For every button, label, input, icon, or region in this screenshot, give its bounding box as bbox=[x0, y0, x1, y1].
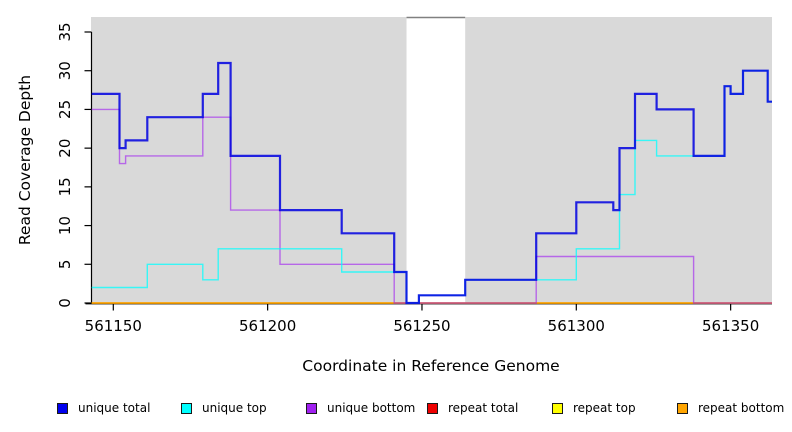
y-tick-label: 25 bbox=[56, 100, 74, 119]
series-unique-bottom bbox=[91, 108, 772, 304]
data-series bbox=[91, 61, 772, 305]
y-tick-label: 30 bbox=[56, 61, 74, 80]
x-tick-label: 561300 bbox=[548, 317, 605, 335]
y-tick-label: 15 bbox=[56, 177, 74, 196]
x-axis-title: Coordinate in Reference Genome bbox=[302, 357, 559, 375]
x-tick-label: 561250 bbox=[393, 317, 450, 335]
x-tick-label: 561200 bbox=[239, 317, 296, 335]
y-axis-title: Read Coverage Depth bbox=[16, 75, 34, 245]
series-unique-total bbox=[91, 61, 772, 305]
plot-background bbox=[91, 16, 772, 303]
x-tick-label: 561350 bbox=[702, 317, 759, 335]
y-tick-label: 0 bbox=[56, 298, 74, 308]
y-tick-label: 20 bbox=[56, 139, 74, 158]
masked-region-band bbox=[406, 16, 466, 303]
y-tick-label: 35 bbox=[56, 22, 74, 41]
y-tick-label: 10 bbox=[56, 216, 74, 235]
y-tick-label: 5 bbox=[56, 260, 74, 270]
x-tick-label: 561150 bbox=[85, 317, 142, 335]
